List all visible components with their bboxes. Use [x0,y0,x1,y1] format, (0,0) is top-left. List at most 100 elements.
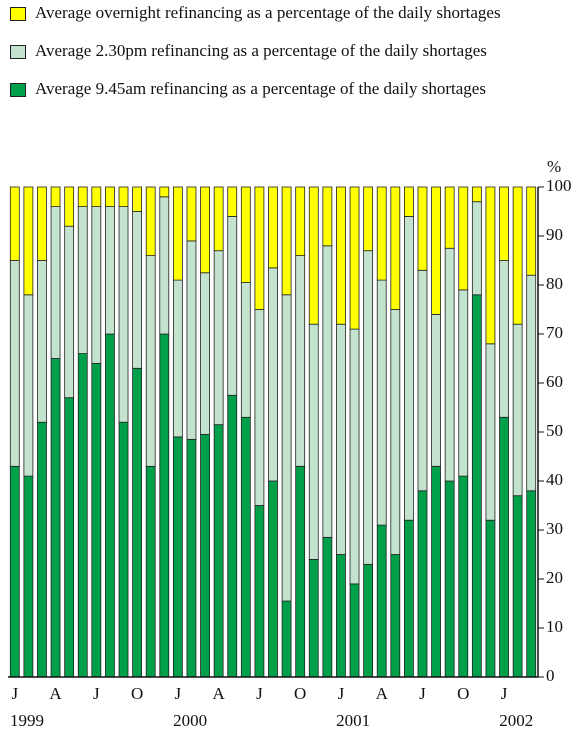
bar-segment [512,495,523,678]
bar-segment [172,279,183,438]
bar-segment [417,490,428,678]
bar-segment [458,186,469,291]
y-tick-label: 10 [546,617,563,636]
x-tick-label: J [256,684,263,703]
bar-segment [308,186,319,325]
bar-segment [485,519,496,678]
bar-segment [64,397,75,678]
legend-entry: Average overnight refinancing as a perce… [8,2,535,24]
bar-segment [336,186,346,325]
bar-segment [376,279,387,526]
bar-segment [485,343,496,521]
x-tick-label: J [175,684,182,703]
bar-segment [50,358,61,678]
bar-segment [268,267,278,482]
bar-segment [444,480,455,678]
year-label: 2000 [173,711,207,730]
bar-segment [118,186,129,208]
bar-segment [376,186,387,281]
legend-swatch [10,83,26,97]
bar-segment [444,186,455,249]
y-tick-label: 100 [546,176,572,195]
x-tick-label: A [49,684,62,703]
bar-segment [403,519,414,678]
bar-segment [23,186,34,296]
bar-segment [213,250,224,426]
x-tick-label: O [457,684,469,703]
bar-segment [77,206,88,355]
bar-segment [91,186,102,208]
bar-segment [526,186,537,276]
year-label: 2001 [336,711,370,730]
bar-segment [23,475,34,678]
bar-segment [322,536,333,678]
bar-segment [390,186,401,310]
bar-segment [471,201,482,296]
bar-segment [227,186,238,217]
bar-segment [118,421,129,678]
bar-segment [526,490,537,678]
bar-segment [105,186,115,208]
bar-segment [363,250,374,565]
legend-swatch [10,45,26,59]
bar-segment [118,206,129,423]
bar-segment [145,255,156,467]
bar-segment [186,438,197,678]
bar-segment [471,294,482,678]
bar-segment [254,309,265,506]
bar-segment [417,269,428,492]
bar-segment [240,282,251,418]
bar-segment [105,206,115,335]
bar-segment [281,600,292,678]
y-unit-label: % [547,157,561,176]
bar-segment [37,260,47,423]
bar-segment [254,505,265,678]
bar-segment [132,211,143,369]
bar-segment [9,260,20,467]
bar-segment [349,186,360,330]
bar-segment [268,186,278,269]
bar-segment [145,465,156,678]
y-tick-label: 60 [546,372,563,391]
bar-segment [240,186,251,283]
bar-segment [349,583,360,678]
bar-segment [499,260,509,418]
y-tick-label: 40 [546,470,563,489]
bar-segment [458,289,469,477]
bar-segment [268,480,278,678]
bar-segment [132,186,143,212]
bar-segment [9,465,20,678]
bar-segment [403,186,414,217]
bar-segment [132,367,143,678]
bar-segment [37,186,47,261]
bar-segment [213,424,224,678]
bar-segment [308,559,319,678]
bar-segment [336,554,346,678]
bar-segment [376,524,387,678]
bar-segment [499,186,509,261]
bar-segment [431,465,441,678]
x-tick-label: J [93,684,100,703]
bar-segment [172,436,183,678]
bar-segment [281,186,292,296]
bar-segment [159,186,170,198]
bar-segment [363,563,374,678]
bar-segment [295,255,306,467]
bar-segment [444,247,455,482]
legend-label: Average 9.45am refinancing as a percenta… [35,79,486,98]
legend-swatch [10,7,26,21]
bar-segment [431,186,441,315]
y-tick-label: 80 [546,274,563,293]
legend-entry: Average 9.45am refinancing as a percenta… [8,78,535,100]
bar-segment [512,323,523,497]
x-tick-label: J [501,684,508,703]
bar-segment [159,196,170,335]
x-tick-label: A [213,684,226,703]
bar-segment [349,328,360,585]
y-tick-label: 20 [546,568,563,587]
bar-segment [295,465,306,678]
x-tick-label: O [131,684,143,703]
x-tick-label: A [376,684,389,703]
